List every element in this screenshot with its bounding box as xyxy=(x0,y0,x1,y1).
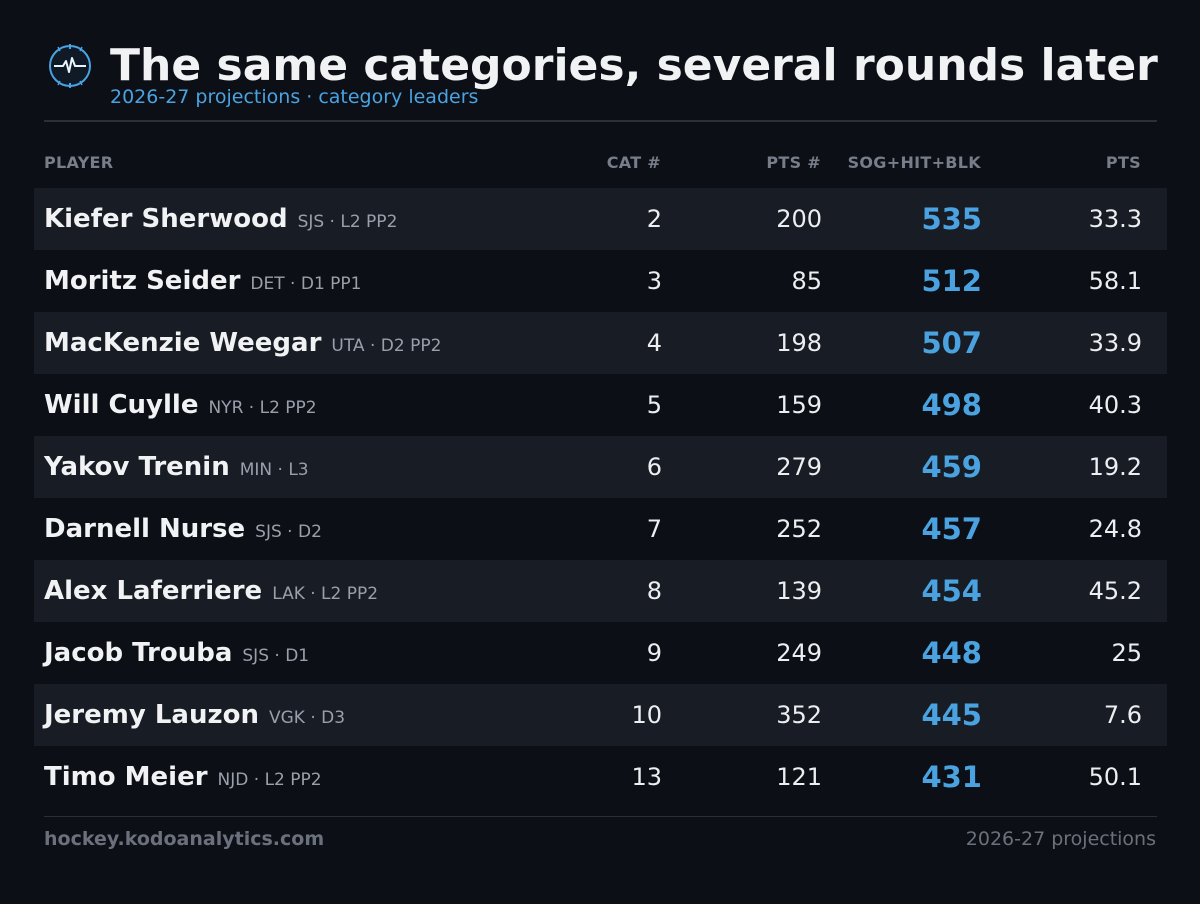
table-row: Jacob Trouba SJS · D1 9 249 448 25 xyxy=(34,622,1167,684)
pts-cell: 33.9 xyxy=(1088,329,1142,357)
cat-rank-cell: 5 xyxy=(646,391,662,419)
player-meta: SJS · L2 PP2 xyxy=(297,212,398,232)
sog-hit-blk-cell: 507 xyxy=(921,326,982,360)
pts-cell: 58.1 xyxy=(1088,267,1142,295)
player-name: Kiefer Sherwood xyxy=(44,204,288,234)
player-name: Alex Laferriere xyxy=(44,576,263,606)
cat-rank-cell: 4 xyxy=(646,329,662,357)
cat-rank-cell: 6 xyxy=(646,453,662,481)
table-row: Will Cuylle NYR · L2 PP2 5 159 498 40.3 xyxy=(34,374,1167,436)
player-name: Jacob Trouba xyxy=(44,638,233,668)
pts-rank-cell: 279 xyxy=(776,453,822,481)
player-name: Jeremy Lauzon xyxy=(44,700,259,730)
sog-hit-blk-cell: 459 xyxy=(921,450,982,484)
column-header-combined: SOG+HIT+BLK xyxy=(847,153,981,172)
sog-hit-blk-cell: 448 xyxy=(921,636,982,670)
cat-rank-cell: 9 xyxy=(646,639,662,667)
player-meta: NYR · L2 PP2 xyxy=(208,398,317,418)
cat-rank-cell: 3 xyxy=(646,267,662,295)
player-meta: VGK · D3 xyxy=(268,708,346,728)
player-meta: UTA · D2 PP2 xyxy=(331,336,442,356)
player-meta: SJS · D1 xyxy=(242,646,310,666)
pts-rank-cell: 198 xyxy=(776,329,822,357)
pts-rank-cell: 252 xyxy=(776,515,822,543)
sog-hit-blk-cell: 445 xyxy=(921,698,982,732)
player-meta: DET · D1 PP1 xyxy=(250,274,362,294)
header-divider xyxy=(44,120,1157,122)
footer-site: hockey.kodoanalytics.com xyxy=(44,828,325,850)
footer-note: 2026-27 projections xyxy=(965,828,1156,850)
pts-cell: 50.1 xyxy=(1088,763,1142,791)
table-row: Alex Laferriere LAK · L2 PP2 8 139 454 45.2 xyxy=(34,560,1167,622)
player-cell: Yakov Trenin MIN · L3 xyxy=(44,436,309,498)
player-meta: SJS · D2 xyxy=(255,522,322,542)
pts-rank-cell: 121 xyxy=(776,763,822,791)
player-cell: Timo Meier NJD · L2 PP2 xyxy=(44,746,322,808)
pts-cell: 45.2 xyxy=(1088,577,1142,605)
player-cell: Moritz Seider DET · D1 PP1 xyxy=(44,250,361,312)
player-name: Timo Meier xyxy=(44,762,208,792)
player-name: Yakov Trenin xyxy=(44,452,230,482)
pts-cell: 7.6 xyxy=(1103,701,1142,729)
table-row: Kiefer Sherwood SJS · L2 PP2 2 200 535 33.3 xyxy=(34,188,1167,250)
sog-hit-blk-cell: 498 xyxy=(921,388,982,422)
player-cell: Jacob Trouba SJS · D1 xyxy=(44,622,309,684)
pts-rank-cell: 85 xyxy=(791,267,822,295)
player-name: Will Cuylle xyxy=(44,390,199,420)
cat-rank-cell: 10 xyxy=(631,701,662,729)
pts-rank-cell: 200 xyxy=(776,205,822,233)
footer-divider xyxy=(44,816,1157,817)
table-row: Yakov Trenin MIN · L3 6 279 459 19.2 xyxy=(34,436,1167,498)
pulse-logo-icon xyxy=(49,44,91,88)
player-meta: NJD · L2 PP2 xyxy=(217,770,322,790)
pts-rank-cell: 159 xyxy=(776,391,822,419)
header: The same categories, several rounds late… xyxy=(48,40,1158,122)
column-header-pts-rank: PTS # xyxy=(766,153,821,172)
sog-hit-blk-cell: 535 xyxy=(921,202,982,236)
player-cell: Alex Laferriere LAK · L2 PP2 xyxy=(44,560,378,622)
table-row: Jeremy Lauzon VGK · D3 10 352 445 7.6 xyxy=(34,684,1167,746)
pts-rank-cell: 249 xyxy=(776,639,822,667)
player-name: Darnell Nurse xyxy=(44,514,246,544)
column-header-cat: CAT # xyxy=(606,153,661,172)
table-row: Moritz Seider DET · D1 PP1 3 85 512 58.1 xyxy=(34,250,1167,312)
pts-cell: 33.3 xyxy=(1088,205,1142,233)
page-subtitle: 2026-27 projections · category leaders xyxy=(110,86,479,108)
table-row: Darnell Nurse SJS · D2 7 252 457 24.8 xyxy=(34,498,1167,560)
pts-rank-cell: 352 xyxy=(776,701,822,729)
pts-cell: 24.8 xyxy=(1088,515,1142,543)
column-header-pts: PTS xyxy=(1105,153,1141,172)
player-cell: Darnell Nurse SJS · D2 xyxy=(44,498,322,560)
pts-cell: 40.3 xyxy=(1088,391,1142,419)
cat-rank-cell: 8 xyxy=(646,577,662,605)
pts-rank-cell: 139 xyxy=(776,577,822,605)
player-cell: Will Cuylle NYR · L2 PP2 xyxy=(44,374,317,436)
player-name: MacKenzie Weegar xyxy=(44,328,322,358)
player-meta: MIN · L3 xyxy=(239,460,309,480)
pts-cell: 25 xyxy=(1111,639,1142,667)
pts-cell: 19.2 xyxy=(1088,453,1142,481)
player-cell: Jeremy Lauzon VGK · D3 xyxy=(44,684,345,746)
leaders-table: Kiefer Sherwood SJS · L2 PP2 2 200 535 33.3 Mo… xyxy=(34,188,1167,808)
page-title: The same categories, several rounds late… xyxy=(110,40,1158,91)
table-row: MacKenzie Weegar UTA · D2 PP2 4 198 507 33.9 xyxy=(34,312,1167,374)
player-name: Moritz Seider xyxy=(44,266,241,296)
player-cell: MacKenzie Weegar UTA · D2 PP2 xyxy=(44,312,441,374)
sog-hit-blk-cell: 512 xyxy=(921,264,982,298)
cat-rank-cell: 7 xyxy=(646,515,662,543)
player-meta: LAK · L2 PP2 xyxy=(272,584,379,604)
table-row: Timo Meier NJD · L2 PP2 13 121 431 50.1 xyxy=(34,746,1167,808)
sog-hit-blk-cell: 457 xyxy=(921,512,982,546)
sog-hit-blk-cell: 454 xyxy=(921,574,982,608)
cat-rank-cell: 2 xyxy=(646,205,662,233)
player-cell: Kiefer Sherwood SJS · L2 PP2 xyxy=(44,188,397,250)
sog-hit-blk-cell: 431 xyxy=(921,760,982,794)
column-header-player: PLAYER xyxy=(44,153,114,172)
cat-rank-cell: 13 xyxy=(631,763,662,791)
